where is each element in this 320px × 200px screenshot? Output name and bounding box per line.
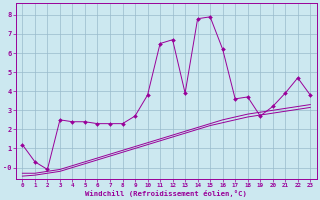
X-axis label: Windchill (Refroidissement éolien,°C): Windchill (Refroidissement éolien,°C) xyxy=(85,190,247,197)
